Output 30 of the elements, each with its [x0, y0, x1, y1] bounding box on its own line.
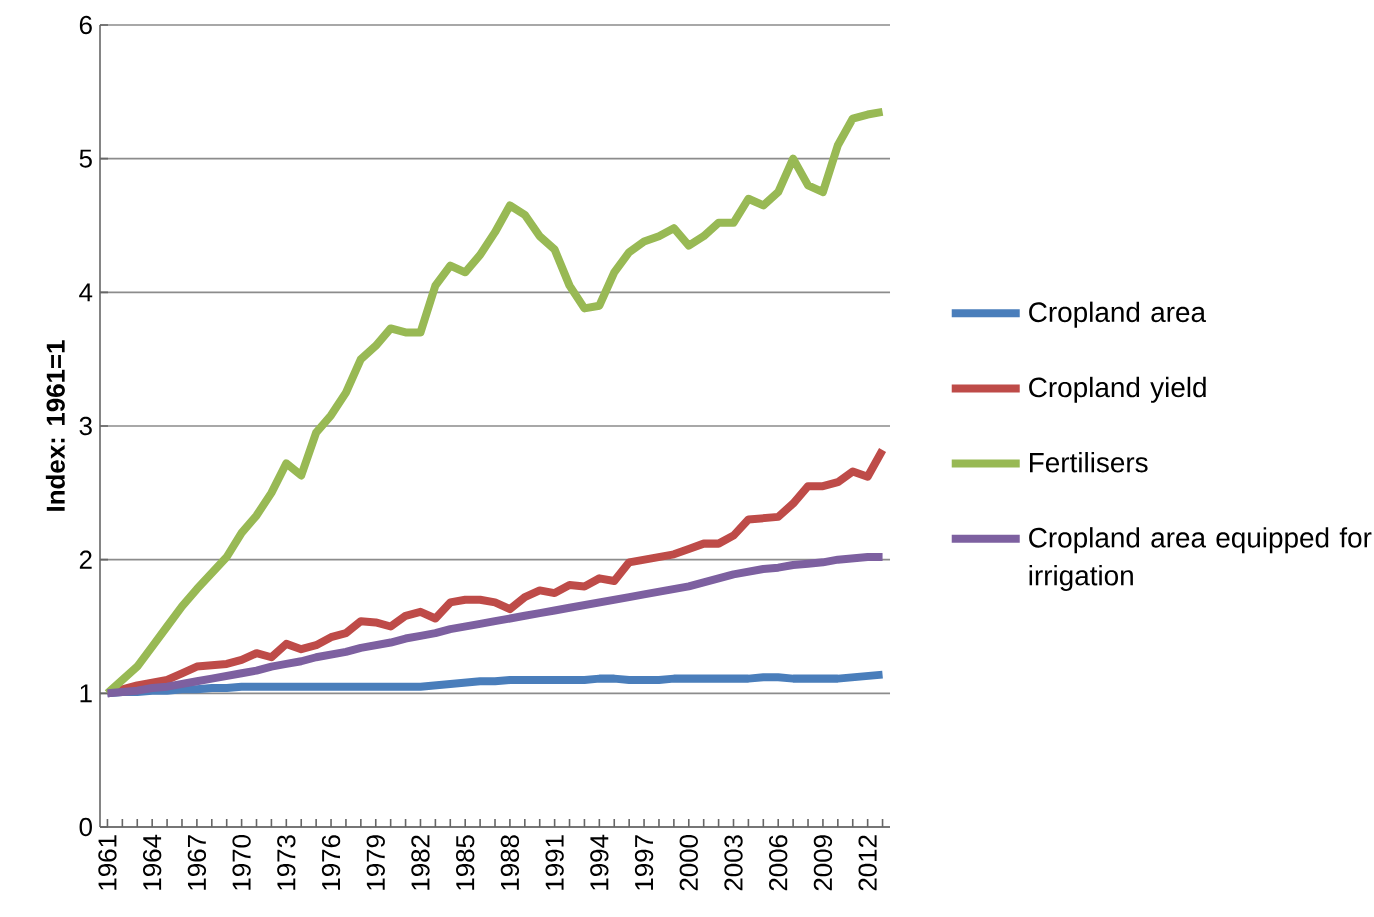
x-tick-label: 1976	[321, 835, 341, 890]
legend-label: Cropland area	[1029, 301, 1207, 328]
x-tick-label: 1973	[277, 835, 296, 890]
x-tick-label: 2000	[679, 835, 698, 891]
y-axis-title: Index: 1961=1	[45, 340, 65, 511]
x-tick-label: 1961	[98, 835, 117, 890]
x-tick-label: 1985	[456, 835, 475, 890]
x-tick-label: 1967	[187, 835, 207, 890]
x-tick-label: 2006	[769, 835, 788, 891]
x-tick-label: 1991	[545, 835, 564, 890]
x-tick-label: 1988	[500, 835, 520, 890]
x-tick-label: 1964	[142, 834, 162, 890]
y-tick-label: 6	[79, 15, 92, 35]
x-tick-label: 2012	[858, 835, 877, 891]
x-tick-label: 1997	[634, 835, 654, 890]
legend-label: Cropland area equipped for irrigation	[1029, 527, 1372, 592]
y-tick-label: 1	[80, 684, 92, 703]
x-tick-label: 2003	[724, 835, 743, 891]
y-tick-label: 2	[79, 550, 92, 569]
x-tick-label: 1979	[366, 835, 385, 890]
y-tick-label: 0	[79, 817, 92, 837]
x-tick-label: 1982	[411, 835, 430, 890]
legend-label: Fertilisers	[1030, 451, 1148, 473]
x-tick-label: 1970	[232, 835, 251, 890]
legend-label: Cropland yield	[1029, 376, 1206, 403]
x-tick-label: 2009	[813, 835, 833, 891]
y-tick-label: 3	[79, 416, 92, 436]
y-tick-label: 5	[79, 149, 92, 168]
x-tick-label: 1994	[590, 834, 609, 890]
y-tick-label: 4	[79, 283, 93, 302]
